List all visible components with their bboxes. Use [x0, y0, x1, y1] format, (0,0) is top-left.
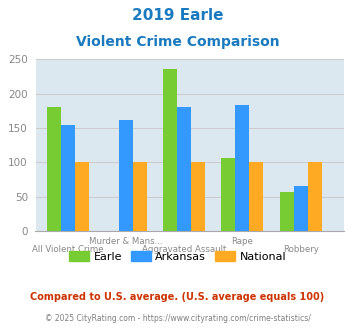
- Bar: [163, 69, 177, 231]
- Bar: [119, 120, 133, 231]
- Text: Violent Crime Comparison: Violent Crime Comparison: [76, 35, 279, 49]
- Bar: [308, 162, 322, 231]
- Bar: [177, 108, 191, 231]
- Bar: [133, 162, 147, 231]
- Text: Compared to U.S. average. (U.S. average equals 100): Compared to U.S. average. (U.S. average …: [31, 292, 324, 302]
- Text: © 2025 CityRating.com - https://www.cityrating.com/crime-statistics/: © 2025 CityRating.com - https://www.city…: [45, 314, 310, 323]
- Bar: [280, 192, 294, 231]
- Bar: [61, 125, 75, 231]
- Text: Murder & Mans...: Murder & Mans...: [89, 237, 163, 246]
- Text: Rape: Rape: [231, 237, 253, 246]
- Bar: [47, 108, 61, 231]
- Bar: [294, 186, 308, 231]
- Bar: [191, 162, 205, 231]
- Text: Aggravated Assault: Aggravated Assault: [142, 245, 226, 254]
- Text: 2019 Earle: 2019 Earle: [132, 8, 223, 23]
- Bar: [235, 105, 249, 231]
- Bar: [249, 162, 263, 231]
- Text: All Violent Crime: All Violent Crime: [32, 245, 103, 254]
- Bar: [222, 157, 235, 231]
- Legend: Earle, Arkansas, National: Earle, Arkansas, National: [65, 247, 290, 267]
- Bar: [75, 162, 88, 231]
- Text: Robbery: Robbery: [283, 245, 318, 254]
